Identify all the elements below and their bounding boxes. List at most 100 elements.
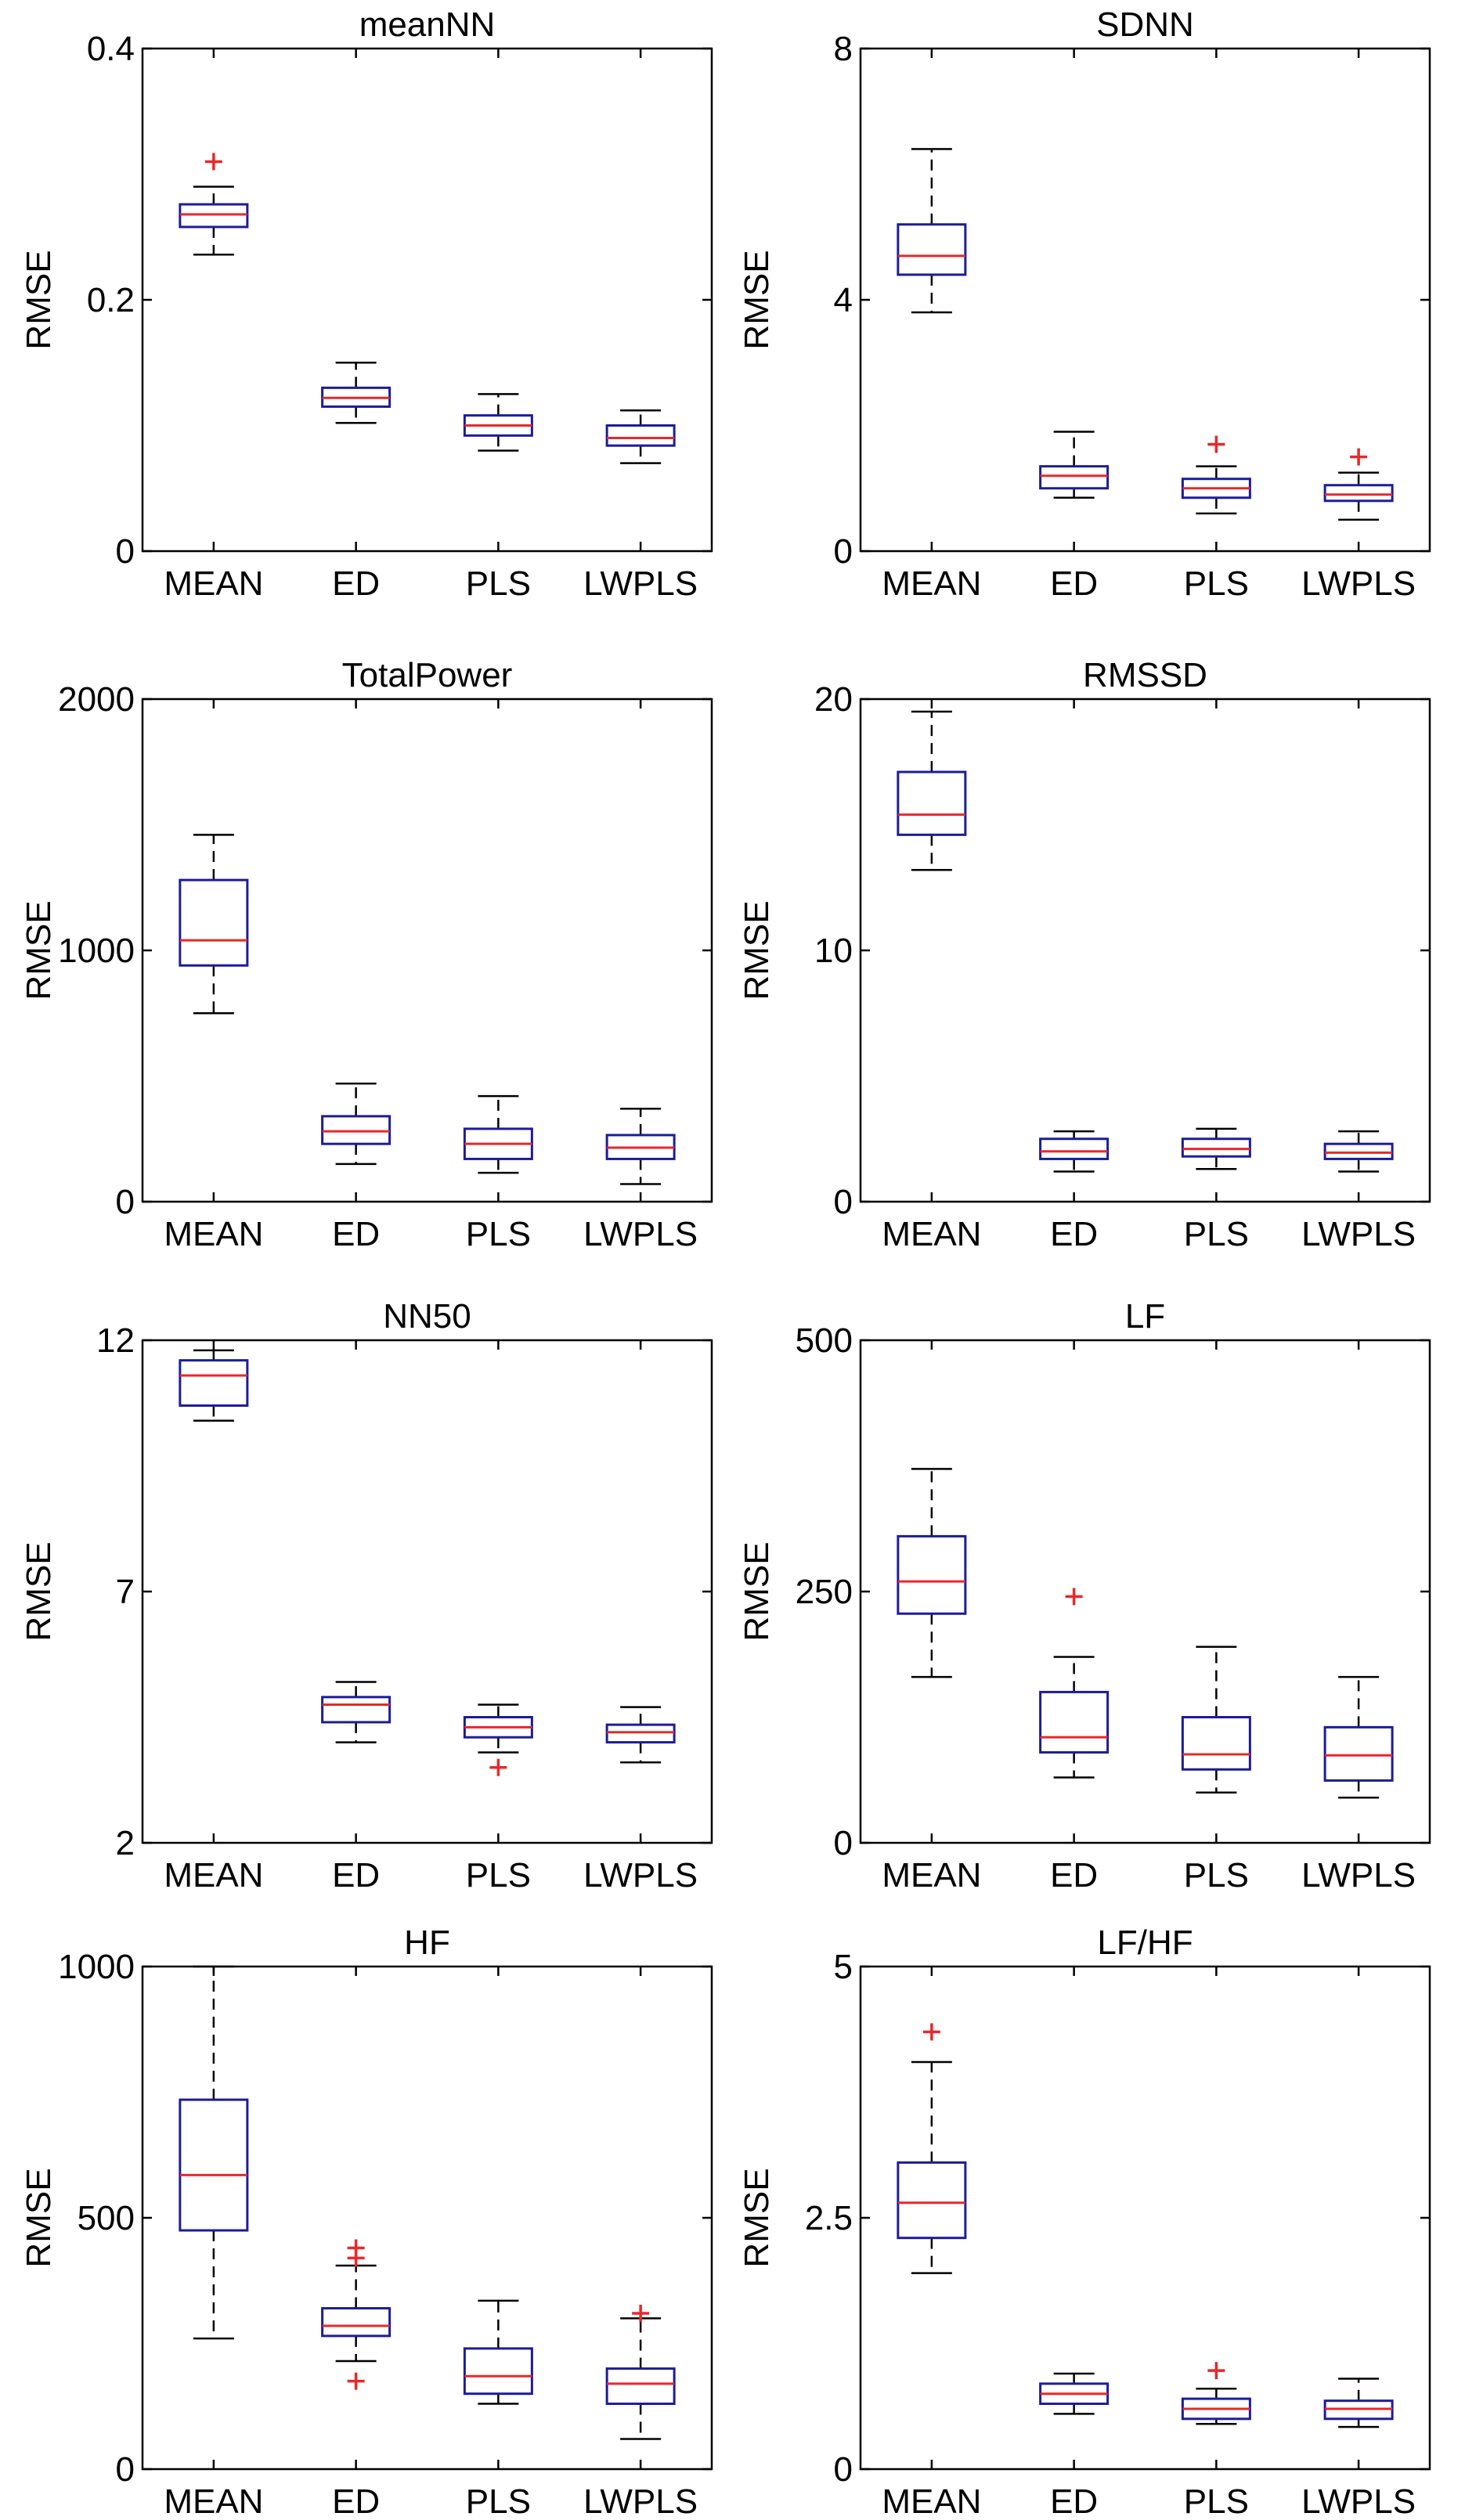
chart-title: HF — [404, 1923, 450, 1962]
iqr-box — [179, 878, 249, 967]
y-axis-label: RMSE — [20, 1541, 58, 1641]
y-tick-label: 8 — [834, 30, 853, 68]
y-tick-label: 2.5 — [805, 2199, 853, 2237]
y-tick-label: 500 — [78, 2199, 135, 2237]
y-tick-label: 0.4 — [87, 30, 135, 68]
x-category-label-ed: ED — [1050, 1215, 1098, 1253]
iqr-box — [179, 2098, 249, 2232]
box-lwpls — [605, 409, 676, 464]
iqr-box — [897, 2161, 967, 2240]
outlier-marker — [1065, 1588, 1083, 1606]
box-pls — [1181, 435, 1251, 515]
box-mean — [179, 153, 249, 256]
box-ed — [1039, 1588, 1110, 1779]
x-category-label-mean: MEAN — [164, 1856, 263, 1895]
y-axis-label: RMSE — [738, 1541, 776, 1641]
chart-lf: LF RMSE 0 250 500 MEAN ED PLS LWPLS — [738, 1297, 1431, 1895]
x-category-label-lwpls: LWPLS — [583, 1856, 698, 1895]
iqr-box — [1323, 484, 1394, 503]
chart-nn50: NN50 RMSE 2 7 12 MEAN ED PLS LWPLS — [20, 1297, 713, 1895]
box-mean — [897, 2023, 967, 2274]
y-tick-label: 5 — [834, 1948, 853, 1986]
x-category-label-ed: ED — [1050, 564, 1098, 603]
box-lwpls — [1323, 448, 1394, 521]
y-axis-label: RMSE — [738, 900, 776, 1000]
y-axis-label: RMSE — [20, 900, 58, 1000]
outlier-marker — [1207, 435, 1225, 453]
x-category-label-pls: PLS — [1184, 1215, 1249, 1253]
outlier-marker — [347, 2372, 365, 2390]
y-tick-label: 0 — [116, 532, 135, 571]
box-pls — [463, 2299, 533, 2405]
axes-frame — [859, 1339, 1431, 1844]
chart-rmssd: RMSSD RMSE 0 10 20 MEAN ED PLS LWPLS — [738, 656, 1431, 1253]
box-ed — [321, 1681, 392, 1743]
x-category-label-mean: MEAN — [882, 1856, 981, 1895]
x-category-label-mean: MEAN — [882, 564, 981, 603]
axes-frame — [141, 47, 713, 553]
y-tick-label: 0 — [834, 2450, 853, 2489]
y-tick-label: 0 — [834, 532, 853, 571]
x-category-label-pls: PLS — [1184, 564, 1249, 603]
chart-hf: HF RMSE 0 500 1000 MEAN ED PLS LWPLS — [20, 1923, 713, 2520]
iqr-box — [1039, 465, 1110, 490]
chart-totalpower: TotalPower RMSE 0 1000 2000 MEAN ED PLS LWPLS — [20, 656, 713, 1253]
outlier-marker — [1350, 448, 1368, 466]
x-category-label-pls: PLS — [466, 2482, 531, 2520]
x-category-label-ed: ED — [332, 2482, 380, 2520]
x-category-label-pls: PLS — [466, 1856, 531, 1895]
x-category-label-mean: MEAN — [164, 564, 263, 603]
axes-frame — [859, 1965, 1431, 2471]
x-category-label-mean: MEAN — [882, 1215, 981, 1253]
y-tick-label: 0.2 — [87, 281, 135, 319]
box-mean — [179, 1349, 249, 1422]
y-axis-label: RMSE — [738, 250, 776, 349]
x-category-label-ed: ED — [332, 564, 380, 603]
outlier-marker — [347, 2239, 365, 2257]
y-tick-label: 7 — [116, 1573, 135, 1611]
box-lwpls — [605, 2304, 676, 2440]
chart-title: TotalPower — [342, 656, 513, 694]
outlier-marker — [489, 1758, 507, 1776]
outlier-marker — [1207, 2362, 1225, 2380]
box-mean — [897, 148, 967, 314]
x-category-label-pls: PLS — [1184, 1856, 1249, 1895]
chart-lf-hf: LF/HF RMSE 0 2.5 5 MEAN ED PLS LWPLS — [738, 1923, 1431, 2520]
chart-sdnn: SDNN RMSE 0 4 8 MEAN ED PLS LWPLS — [738, 5, 1431, 603]
box-pls — [463, 393, 533, 452]
axes-frame — [141, 698, 713, 1203]
iqr-box — [897, 1534, 967, 1615]
box-pls — [463, 1703, 533, 1776]
x-category-label-mean: MEAN — [164, 1215, 263, 1253]
iqr-box — [605, 2367, 676, 2406]
x-category-label-ed: ED — [1050, 2482, 1098, 2520]
chart-title: RMSSD — [1083, 656, 1207, 694]
axes-frame — [141, 1339, 713, 1844]
y-tick-label: 500 — [796, 1321, 853, 1360]
y-tick-label: 10 — [814, 932, 853, 970]
box-mean — [179, 1965, 249, 2340]
y-tick-label: 1000 — [58, 932, 135, 970]
y-tick-label: 12 — [96, 1321, 135, 1360]
chart-title: SDNN — [1096, 5, 1194, 44]
x-category-label-lwpls: LWPLS — [583, 1215, 698, 1253]
y-axis-label: RMSE — [20, 250, 58, 349]
box-lwpls — [1323, 1675, 1394, 1799]
x-category-label-lwpls: LWPLS — [1301, 564, 1416, 603]
box-ed — [1039, 2372, 1110, 2415]
x-category-label-ed: ED — [332, 1856, 380, 1895]
iqr-box — [605, 1723, 676, 1744]
box-lwpls — [605, 1107, 676, 1185]
y-tick-label: 1000 — [58, 1948, 135, 1986]
y-tick-label: 4 — [834, 281, 853, 319]
x-category-label-lwpls: LWPLS — [1301, 2482, 1416, 2520]
box-pls — [463, 1094, 533, 1174]
axes-frame — [141, 1965, 713, 2471]
iqr-box — [897, 223, 967, 276]
y-axis-label: RMSE — [20, 2168, 58, 2267]
outlier-marker — [922, 2023, 940, 2041]
x-category-label-lwpls: LWPLS — [1301, 1856, 1416, 1895]
iqr-box — [463, 2347, 533, 2396]
box-mean — [179, 834, 249, 1015]
